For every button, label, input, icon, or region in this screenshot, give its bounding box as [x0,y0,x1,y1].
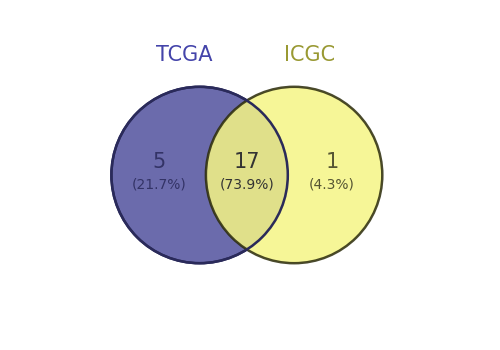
Circle shape [206,87,382,263]
Text: (4.3%): (4.3%) [309,177,355,191]
Text: 1: 1 [326,152,338,173]
Circle shape [112,87,288,263]
Text: (21.7%): (21.7%) [132,177,186,191]
Text: ICGC: ICGC [284,45,336,65]
Text: 17: 17 [234,152,260,173]
Text: TCGA: TCGA [156,45,212,65]
Text: 5: 5 [152,152,166,173]
Text: (73.9%): (73.9%) [220,177,274,191]
